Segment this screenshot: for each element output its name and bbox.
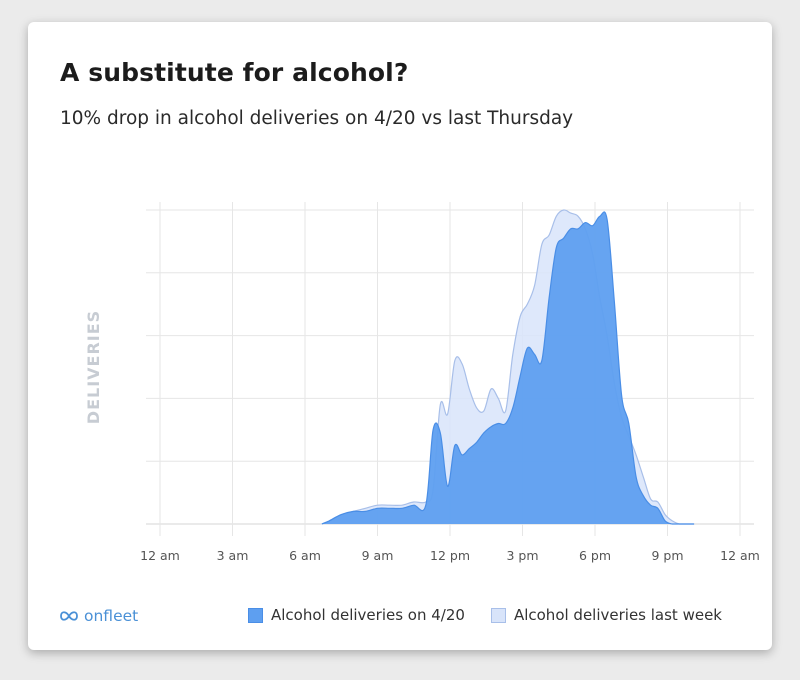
- chart-card: A substitute for alcohol? 10% drop in al…: [28, 22, 772, 650]
- line-series-4-20: [321, 211, 695, 525]
- chart-subtitle: 10% drop in alcohol deliveries on 4/20 v…: [60, 108, 574, 129]
- x-tick-label: 3 pm: [506, 548, 538, 563]
- legend-item-last-week[interactable]: Alcohol deliveries last week: [490, 606, 722, 624]
- line-series-last-week: [321, 209, 695, 525]
- area-series-4-20: [321, 211, 695, 524]
- legend-label-last-week: Alcohol deliveries last week: [513, 606, 722, 624]
- infinity-icon: [60, 611, 78, 621]
- x-tick-label: 6 pm: [579, 548, 611, 563]
- chart-legend: Alcohol deliveries on 4/20 Alcohol deliv…: [248, 606, 722, 624]
- legend-item-4-20[interactable]: Alcohol deliveries on 4/20: [248, 606, 465, 624]
- x-tick-label: 6 am: [289, 548, 321, 563]
- x-tick-label: 9 am: [362, 548, 394, 563]
- y-axis-label: DELIVERIES: [84, 310, 103, 424]
- x-tick-label: 12 pm: [430, 548, 470, 563]
- x-tick-label: 9 pm: [651, 548, 683, 563]
- x-tick-label: 3 am: [217, 548, 249, 563]
- legend-swatch-4-20: [248, 607, 263, 623]
- brand-logo[interactable]: onfleet: [58, 607, 138, 625]
- brand-name: onfleet: [84, 607, 139, 625]
- chart-title: A substitute for alcohol?: [60, 58, 409, 87]
- x-tick-label: 12 am: [140, 548, 180, 563]
- x-tick-label: 12 am: [720, 548, 760, 563]
- area-chart: 12 am 3 am 6 am 9 am 12 pm 3 pm 6 pm 9 pm 12 am D…: [84, 202, 760, 563]
- legend-swatch-last-week: [490, 607, 506, 623]
- legend-label-4-20: Alcohol deliveries on 4/20: [271, 606, 465, 624]
